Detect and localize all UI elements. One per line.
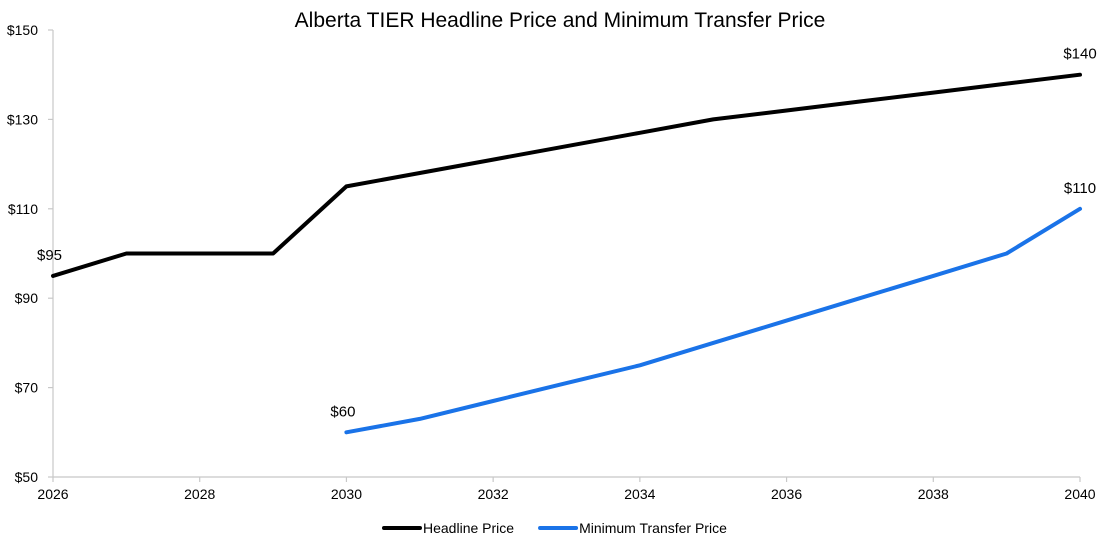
y-tick-label: $110 <box>8 201 38 217</box>
data-labels: $95 $140 $60 $110 <box>37 46 1097 421</box>
y-tick-label: $50 <box>15 469 39 485</box>
legend: Headline Price Minimum Transfer Price <box>382 520 727 536</box>
legend-label: Minimum Transfer Price <box>579 520 727 536</box>
y-tick-label: $90 <box>15 290 39 306</box>
x-tick-label: 2036 <box>771 486 802 502</box>
y-tick-label: $150 <box>7 22 38 38</box>
x-tick-label: 2038 <box>918 486 949 502</box>
x-tick-label: 2040 <box>1064 486 1095 502</box>
data-label: $110 <box>1064 180 1096 197</box>
x-tick-label: 2028 <box>184 486 215 502</box>
y-tick-label: $130 <box>7 111 38 127</box>
data-label: $95 <box>37 247 62 264</box>
x-tick-label: 2034 <box>624 486 655 502</box>
axes: $50 $70 $90 $110 $130 $150 2026 2028 2030 2032 203… <box>7 22 1096 502</box>
series-lines <box>51 72 1082 435</box>
data-label: $140 <box>1063 46 1096 63</box>
series-line-headline-price <box>51 72 1082 278</box>
legend-label: Headline Price <box>423 520 514 536</box>
x-tick-label: 2032 <box>478 486 509 502</box>
chart-title: Alberta TIER Headline Price and Minimum … <box>295 9 826 32</box>
y-tick-label: $70 <box>15 380 39 396</box>
series-line-minimum-transfer-price <box>344 206 1082 435</box>
data-label: $60 <box>330 403 355 420</box>
x-tick-label: 2026 <box>37 486 68 502</box>
x-tick-label: 2030 <box>331 486 362 502</box>
